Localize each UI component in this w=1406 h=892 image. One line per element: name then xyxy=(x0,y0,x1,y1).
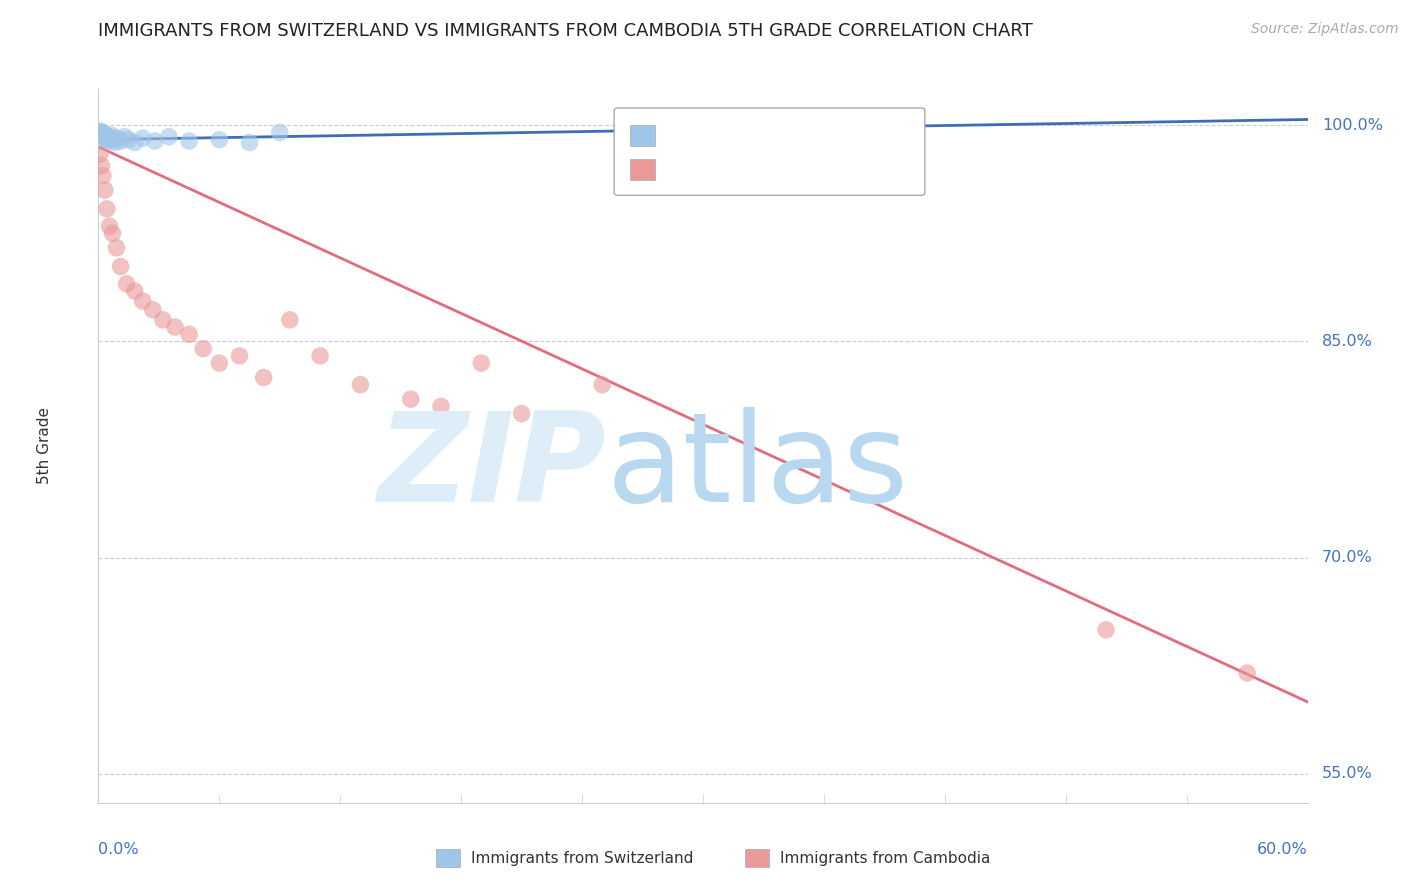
Text: -0.906: -0.906 xyxy=(700,162,758,178)
Point xyxy=(208,356,231,370)
Point xyxy=(101,227,124,241)
Point xyxy=(114,129,136,144)
Text: 100.0%: 100.0% xyxy=(1322,118,1384,133)
Point xyxy=(142,302,165,317)
Point xyxy=(239,136,262,150)
Point xyxy=(269,125,291,139)
Point xyxy=(91,125,114,139)
Point xyxy=(1236,666,1258,681)
Point xyxy=(94,131,117,145)
Point xyxy=(90,159,112,173)
Point xyxy=(152,313,174,327)
Point xyxy=(90,127,112,141)
Point xyxy=(157,129,180,144)
Point xyxy=(89,147,111,161)
Point xyxy=(110,260,132,274)
Point xyxy=(97,134,120,148)
Point xyxy=(98,219,121,234)
Text: Immigrants from Switzerland: Immigrants from Switzerland xyxy=(471,851,693,865)
Point xyxy=(115,277,138,291)
Point xyxy=(1095,623,1118,637)
Point xyxy=(93,127,115,141)
Point xyxy=(107,131,129,145)
Text: 0.0%: 0.0% xyxy=(98,842,139,857)
Point xyxy=(510,407,533,421)
Text: Source: ZipAtlas.com: Source: ZipAtlas.com xyxy=(1251,22,1399,37)
Point xyxy=(228,349,250,363)
Point xyxy=(96,202,118,216)
Point xyxy=(105,241,128,255)
Point xyxy=(96,133,118,147)
Text: 60.0%: 60.0% xyxy=(1257,842,1308,857)
Point xyxy=(98,131,121,145)
Point xyxy=(94,128,117,143)
Point xyxy=(853,118,876,132)
Point xyxy=(430,400,453,414)
Point xyxy=(91,128,114,143)
Point xyxy=(349,377,371,392)
Point xyxy=(309,349,332,363)
Point xyxy=(208,133,231,147)
Point xyxy=(124,284,146,298)
Point xyxy=(104,136,127,150)
Point xyxy=(591,377,613,392)
Point xyxy=(91,169,114,183)
Text: 85.0%: 85.0% xyxy=(1322,334,1374,349)
Point xyxy=(399,392,422,406)
Text: R =: R = xyxy=(664,128,692,143)
Point xyxy=(143,134,166,148)
Point xyxy=(90,125,112,139)
Point xyxy=(253,370,276,384)
Text: 0.375: 0.375 xyxy=(700,128,751,143)
Text: IMMIGRANTS FROM SWITZERLAND VS IMMIGRANTS FROM CAMBODIA 5TH GRADE CORRELATION CH: IMMIGRANTS FROM SWITZERLAND VS IMMIGRANT… xyxy=(98,22,1033,40)
Point xyxy=(132,131,155,145)
Text: Immigrants from Cambodia: Immigrants from Cambodia xyxy=(780,851,991,865)
Point xyxy=(100,128,122,143)
Text: ZIP: ZIP xyxy=(378,407,606,528)
Point xyxy=(179,327,201,342)
Text: atlas: atlas xyxy=(606,407,908,528)
Point xyxy=(193,342,215,356)
Point xyxy=(179,134,201,148)
Point xyxy=(124,136,146,150)
Text: N = 29: N = 29 xyxy=(762,128,815,143)
Text: N = 30: N = 30 xyxy=(772,162,825,178)
Point xyxy=(101,133,124,147)
Point xyxy=(94,183,117,197)
Point xyxy=(470,356,492,370)
Text: 70.0%: 70.0% xyxy=(1322,550,1372,566)
Point xyxy=(93,129,115,144)
Point xyxy=(163,320,186,334)
Text: 5th Grade: 5th Grade xyxy=(37,408,52,484)
Point xyxy=(89,124,111,138)
Point xyxy=(278,313,301,327)
Text: 55.0%: 55.0% xyxy=(1322,766,1372,781)
Point xyxy=(132,294,155,309)
Text: R =: R = xyxy=(664,162,692,178)
Point xyxy=(97,129,120,144)
Point xyxy=(110,134,132,148)
Point xyxy=(118,133,141,147)
